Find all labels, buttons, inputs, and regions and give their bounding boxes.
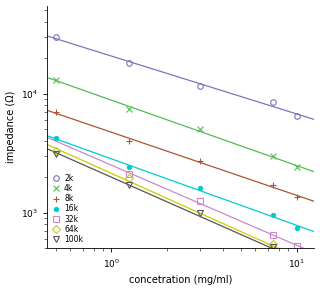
32k (271, 233, 275, 237)
Line: 4k: 4k (53, 77, 299, 170)
4k (54, 78, 58, 82)
8k (54, 110, 58, 114)
64k (127, 176, 131, 180)
64k (271, 242, 275, 245)
2k (54, 35, 58, 39)
Line: 8k: 8k (52, 109, 300, 200)
X-axis label: concetration (mg/ml): concetration (mg/ml) (129, 276, 233, 285)
Line: 2k: 2k (53, 34, 299, 119)
2k (127, 61, 131, 65)
Line: 64k: 64k (53, 148, 299, 263)
16k (198, 187, 202, 190)
Line: 16k: 16k (52, 134, 301, 232)
2k (198, 85, 202, 88)
Y-axis label: impedance (Ω): impedance (Ω) (5, 91, 16, 163)
16k (127, 166, 131, 169)
4k (271, 154, 275, 158)
8k (198, 159, 202, 163)
16k (271, 214, 275, 217)
16k (54, 137, 58, 140)
64k (295, 258, 299, 262)
100k (54, 152, 58, 156)
8k (295, 195, 299, 199)
100k (271, 246, 275, 249)
100k (198, 211, 202, 214)
32k (127, 173, 131, 176)
4k (295, 166, 299, 169)
4k (198, 128, 202, 131)
2k (271, 100, 275, 104)
8k (271, 183, 275, 187)
16k (295, 226, 299, 229)
4k (127, 107, 131, 110)
Line: 100k: 100k (53, 151, 299, 265)
8k (127, 139, 131, 143)
100k (295, 261, 299, 265)
32k (295, 245, 299, 248)
2k (295, 114, 299, 118)
64k (54, 149, 58, 153)
Legend: 2k, 4k, 8k, 16k, 32k, 64k, 100k: 2k, 4k, 8k, 16k, 32k, 64k, 100k (50, 173, 85, 245)
100k (127, 183, 131, 187)
Line: 32k: 32k (127, 171, 299, 249)
32k (198, 199, 202, 203)
